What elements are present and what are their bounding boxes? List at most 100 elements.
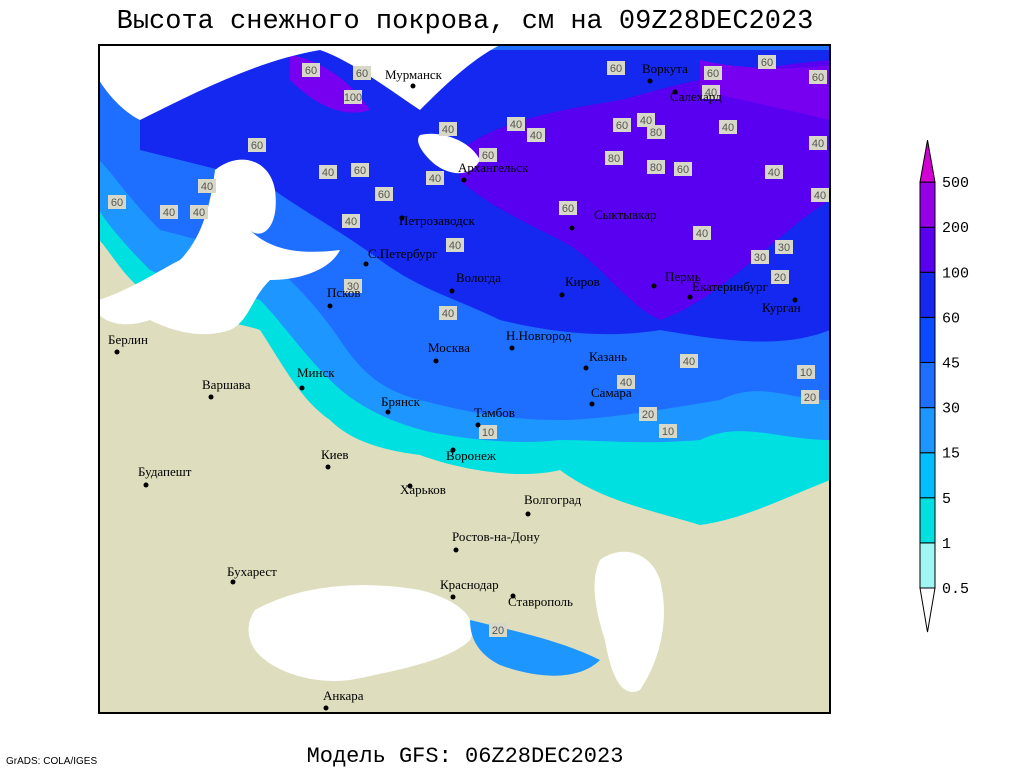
contour-label: 60	[707, 68, 719, 80]
contour-label-bg	[198, 179, 216, 193]
contour-label: 40	[640, 115, 652, 127]
contour-label-bg	[751, 250, 769, 264]
contour-label: 40	[812, 138, 824, 150]
contour-label: 60	[677, 164, 689, 176]
city-dot	[461, 177, 467, 183]
city-label: Тамбов	[474, 405, 515, 420]
city-dot	[230, 579, 236, 585]
contour-label-bg	[647, 125, 665, 139]
contour-label-bg	[639, 407, 657, 421]
city-label: Н.Новгород	[506, 328, 572, 343]
city-dot	[433, 358, 439, 364]
contour-label-bg	[319, 165, 337, 179]
contour-label-bg	[489, 623, 507, 637]
contour-label-bg	[613, 118, 631, 132]
city-label: Екатеринбург	[692, 279, 768, 294]
contour-label-bg	[797, 365, 815, 379]
contour-label: 40	[345, 216, 357, 228]
contour-label-bg	[342, 214, 360, 228]
city-label: Харьков	[400, 482, 446, 497]
contour-label-bg	[439, 122, 457, 136]
city-dot	[589, 401, 595, 407]
city-label: Архангельск	[458, 160, 529, 175]
contour-label: 40	[429, 173, 441, 185]
contour-label-bg	[719, 120, 737, 134]
credit: GrADS: COLA/IGES	[6, 756, 97, 767]
city-label: Волгоград	[524, 492, 582, 507]
contour-label-bg	[702, 85, 720, 99]
contour-label-bg	[190, 205, 208, 219]
sea-white	[418, 133, 480, 174]
city-dot	[647, 78, 653, 84]
legend-swatch	[919, 181, 936, 228]
contour-label: 40	[322, 167, 334, 179]
city-label: Варшава	[202, 377, 251, 392]
title: Высота снежного покрова, см на 09Z28DEC2…	[117, 7, 814, 37]
city-dot	[325, 464, 331, 470]
map-frame	[98, 44, 831, 714]
legend-label: 15	[942, 446, 960, 463]
legend-swatch	[919, 452, 936, 499]
city-label: Самара	[591, 385, 632, 400]
city-label: Воронеж	[446, 448, 497, 463]
city-dot	[385, 409, 391, 415]
contour-label-bg	[693, 226, 711, 240]
city-dot	[449, 288, 455, 294]
contour-label-bg	[674, 162, 692, 176]
contour-label: 40	[449, 240, 461, 252]
snow-100b	[290, 55, 830, 120]
contour-label: 40	[683, 356, 695, 368]
city-dot	[509, 345, 515, 351]
contour-label: 30	[347, 281, 359, 293]
city-dot	[672, 89, 678, 95]
contour-label: 60	[305, 65, 317, 77]
contour-label-bg	[344, 279, 362, 293]
legend-swatch	[919, 587, 936, 633]
legend-swatch	[919, 542, 936, 589]
contour-label-bg	[446, 238, 464, 252]
contour-label: 80	[650, 162, 662, 174]
contour-label-bg	[605, 151, 623, 165]
city-dot	[410, 83, 416, 89]
city-label: Курган	[762, 300, 801, 315]
contour-label-bg	[439, 306, 457, 320]
city-dot	[299, 385, 305, 391]
contour-label: 60	[354, 165, 366, 177]
city-label: Берлин	[108, 332, 148, 347]
contour-label-bg	[479, 148, 497, 162]
city-dot	[114, 349, 120, 355]
city-dot	[450, 447, 456, 453]
city-dot	[583, 365, 589, 371]
contour-label: 60	[356, 68, 368, 80]
contour-label: 30	[754, 252, 766, 264]
snow-100	[460, 60, 830, 320]
contour-label-bg	[607, 61, 625, 75]
city-label: Краснодар	[440, 577, 499, 592]
contour-label: 20	[492, 625, 504, 637]
city-dot	[687, 294, 693, 300]
contour-label: 60	[482, 150, 494, 162]
city-label: Москва	[428, 340, 470, 355]
contour-label: 40	[705, 87, 717, 99]
contour-label: 80	[650, 127, 662, 139]
contour-label: 40	[620, 377, 632, 389]
contour-label-bg	[811, 188, 829, 202]
city-label: Псков	[327, 285, 360, 300]
legend-label: 0.5	[942, 581, 969, 598]
city-dot	[510, 593, 516, 599]
contour-label: 10	[482, 427, 494, 439]
contour-label-bg	[637, 113, 655, 127]
sea-black	[248, 585, 473, 681]
contour-label-bg	[344, 90, 362, 104]
contour-label-bg	[680, 354, 698, 368]
city-label: Бухарест	[227, 564, 277, 579]
city-label: Будапешт	[138, 464, 192, 479]
contour-label: 60	[761, 57, 773, 69]
contour-label: 60	[616, 120, 628, 132]
city-label: Салехард	[670, 89, 722, 104]
map	[99, 45, 830, 713]
contour-label-bg	[559, 201, 577, 215]
contour-label-bg	[108, 195, 126, 209]
city-dot	[792, 297, 798, 303]
